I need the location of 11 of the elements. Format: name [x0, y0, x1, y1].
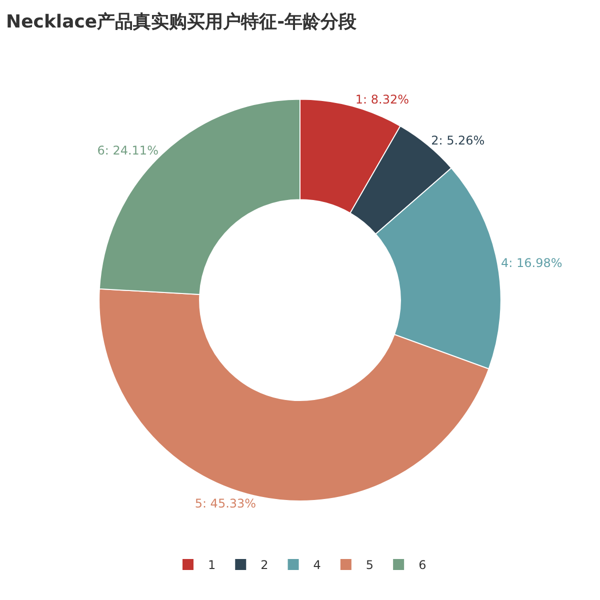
data-label: 2: 5.26%: [431, 134, 485, 148]
data-label: 1: 8.32%: [355, 92, 410, 106]
data-label: 6: 24.11%: [97, 143, 158, 158]
legend-label: 2: [260, 558, 268, 572]
legend-label: 6: [418, 558, 426, 572]
chart-title: Necklace产品真实购买用户特征-年龄分段: [6, 12, 358, 33]
legend-label: 1: [208, 558, 216, 572]
legend-label: 5: [366, 558, 374, 572]
data-label: 4: 16.98%: [501, 256, 562, 270]
legend-label: 4: [313, 558, 321, 572]
data-label: 5: 45.33%: [194, 496, 256, 511]
